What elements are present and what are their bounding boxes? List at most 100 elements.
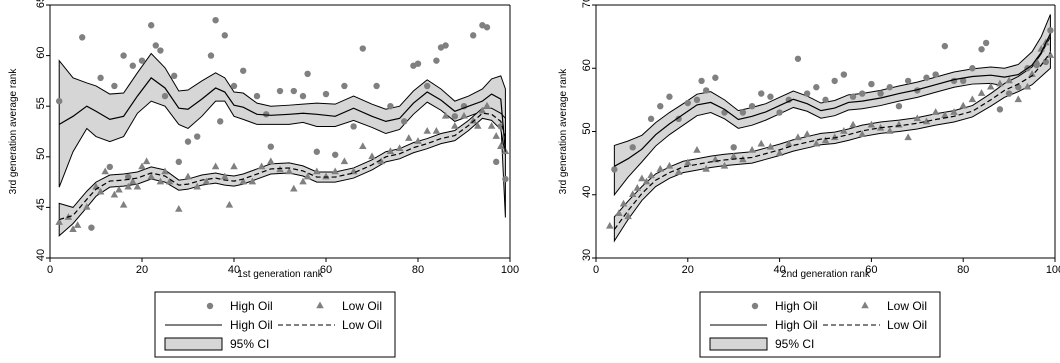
low-oil-point — [395, 144, 404, 151]
high-oil-point — [803, 90, 811, 97]
high-oil-point — [776, 109, 783, 116]
high-oil-point — [730, 144, 737, 151]
low-oil-point — [405, 134, 413, 141]
high-oil-points — [56, 16, 509, 231]
low-oil-fit-line — [59, 112, 506, 221]
low-oil-point — [69, 225, 77, 232]
high-oil-point — [739, 109, 747, 116]
low-oil-point — [739, 155, 747, 163]
low-oil-point — [766, 142, 775, 150]
x-tick-label: 20 — [136, 264, 148, 276]
high-oil-point — [698, 77, 705, 85]
low-oil-point — [285, 167, 293, 175]
legend: High Oil Low Oil High Oil Low Oil 95% CI — [699, 291, 941, 358]
high-oil-point — [373, 82, 380, 90]
high-oil-point — [1047, 27, 1054, 34]
ci-band-1 — [58, 52, 506, 218]
high-oil-point — [341, 82, 348, 90]
high-oil-point — [433, 57, 440, 64]
high-oil-point — [97, 74, 104, 82]
legend-ci-label: 95% CI — [775, 337, 814, 351]
high-oil-point — [822, 96, 829, 104]
high-oil-point — [161, 92, 169, 100]
y-tick-label: 50 — [35, 148, 47, 160]
low-oil-point — [941, 111, 949, 118]
low-oil-point — [904, 133, 912, 141]
low-oil-point — [101, 167, 109, 175]
low-oil-point — [322, 172, 330, 180]
high-oil-point — [359, 45, 366, 52]
x-axis-title: 1st generation rank — [237, 269, 324, 280]
low-oil-point — [633, 183, 642, 191]
high-oil-point — [923, 74, 930, 81]
low-oil-point — [757, 139, 765, 147]
low-oil-point — [497, 142, 505, 149]
low-oil-point — [221, 172, 229, 180]
high-oil-point — [148, 22, 155, 29]
y-tick-label: 50 — [581, 122, 593, 134]
y-axis-title: 3rd generation average rank — [8, 68, 19, 195]
low-oil-point — [386, 147, 395, 155]
high-oil-point — [79, 34, 86, 41]
low-oil-point — [147, 172, 155, 180]
low-oil-point — [849, 120, 857, 128]
x-tick-label: 40 — [773, 264, 785, 276]
low-oil-point — [913, 114, 922, 122]
y-tick-label: 40 — [581, 186, 593, 198]
low-oil-point — [720, 161, 729, 169]
high-oil-point — [212, 16, 219, 24]
x-tick-label: 20 — [682, 264, 694, 276]
high-oil-point — [253, 92, 261, 100]
low-oil-point — [225, 200, 234, 208]
high-oil-point — [171, 72, 178, 80]
high-oil-point — [442, 42, 449, 49]
high-oil-point — [304, 70, 311, 78]
high-oil-point — [414, 60, 422, 67]
low-oil-point — [202, 177, 211, 185]
legend-ci-swatch — [709, 337, 768, 351]
high-oil-point — [877, 90, 884, 97]
x-tick-label: 0 — [47, 264, 53, 276]
low-oil-point — [460, 111, 468, 119]
low-oil-point — [487, 121, 496, 129]
high-oil-point — [263, 111, 270, 118]
legend-high-oil-points-label: High Oil — [230, 299, 273, 313]
high-oil-point — [120, 52, 127, 59]
high-oil-point — [932, 71, 939, 78]
low-oil-point — [642, 177, 651, 185]
low-oil-point — [812, 139, 821, 147]
low-oil-point — [73, 221, 82, 228]
high-oil-point — [675, 115, 682, 123]
low-oil-point — [423, 127, 431, 134]
low-oil-point — [165, 177, 174, 185]
high-oil-point — [184, 138, 192, 145]
low-oil-point — [257, 162, 266, 170]
high-oil-point — [230, 82, 238, 90]
low-oil-point — [115, 185, 123, 193]
low-oil-point — [230, 162, 238, 170]
x-tick-label: 100 — [1046, 264, 1060, 276]
low-oil-point — [469, 116, 477, 124]
low-oil-point — [996, 79, 1004, 87]
low-oil-point — [124, 182, 132, 190]
high-oil-fit-line — [614, 33, 1051, 167]
high-oil-point — [106, 163, 114, 171]
high-oil-point — [111, 82, 118, 90]
low-oil-point — [624, 212, 632, 220]
high-oil-point — [684, 99, 691, 107]
high-oil-point — [175, 158, 182, 166]
low-oil-point — [775, 149, 784, 156]
high-oil-point — [217, 118, 224, 125]
x-tick-label: 0 — [593, 264, 599, 276]
legend-ci-swatch — [164, 337, 223, 351]
y-tick-label: 60 — [581, 59, 593, 71]
low-oil-point — [248, 177, 257, 185]
legend-high-oil-marker — [751, 302, 759, 310]
low-oil-point — [359, 142, 367, 149]
legend: High Oil Low Oil High Oil Low Oil 95% CI — [154, 291, 396, 358]
low-oil-point — [729, 152, 738, 160]
high-oil-point — [886, 84, 893, 91]
high-oil-point — [859, 90, 866, 97]
low-oil-point — [638, 174, 646, 182]
